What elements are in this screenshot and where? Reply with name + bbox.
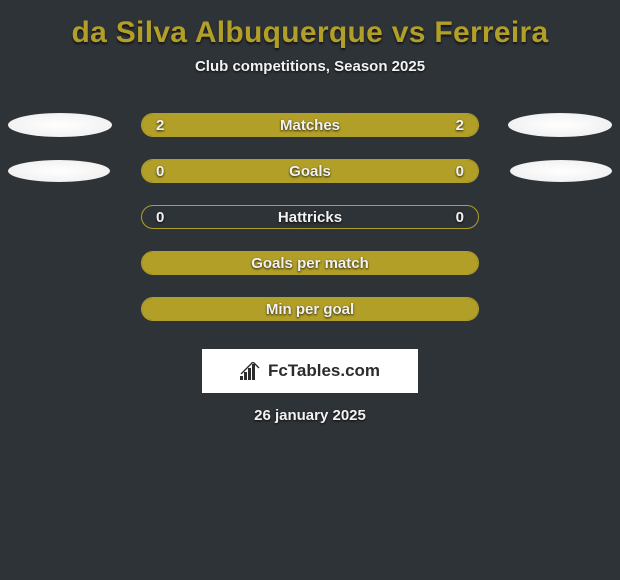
player-right-marker xyxy=(508,113,612,137)
stat-bar-right-fill xyxy=(310,114,478,136)
stat-row: Goals per match xyxy=(0,251,620,275)
source-badge[interactable]: FcTables.com xyxy=(202,349,418,393)
page-title: da Silva Albuquerque vs Ferreira xyxy=(0,16,620,50)
stat-row: Min per goal xyxy=(0,297,620,321)
stat-bar: Goals00 xyxy=(141,159,479,183)
stat-bar-left-fill xyxy=(142,114,310,136)
stat-bar-left-fill xyxy=(142,160,310,182)
subtitle: Club competitions, Season 2025 xyxy=(0,58,620,75)
comparison-panel: da Silva Albuquerque vs Ferreira Club co… xyxy=(0,0,620,424)
stat-bar: Hattricks00 xyxy=(141,205,479,229)
player-right-marker xyxy=(510,160,612,182)
stat-bar-right-fill xyxy=(310,252,478,274)
stat-row: Goals00 xyxy=(0,159,620,183)
stat-area: Matches22 Goals00 Hattricks00 Goals per mat… xyxy=(0,113,620,343)
stat-bar-left-fill xyxy=(142,298,310,320)
stat-bar: Matches22 xyxy=(141,113,479,137)
stat-bar-right-fill xyxy=(310,298,478,320)
source-badge-label: FcTables.com xyxy=(268,361,380,381)
stat-row: Hattricks00 xyxy=(0,205,620,229)
player-left-marker xyxy=(8,113,112,137)
stat-row: Matches22 xyxy=(0,113,620,137)
stat-bar-right-fill xyxy=(310,160,478,182)
player-left-marker xyxy=(8,160,110,182)
chart-icon xyxy=(240,362,262,380)
stat-bar-left-fill xyxy=(142,252,310,274)
stat-bar: Goals per match xyxy=(141,251,479,275)
stat-bar: Min per goal xyxy=(141,297,479,321)
date-label: 26 january 2025 xyxy=(0,407,620,424)
